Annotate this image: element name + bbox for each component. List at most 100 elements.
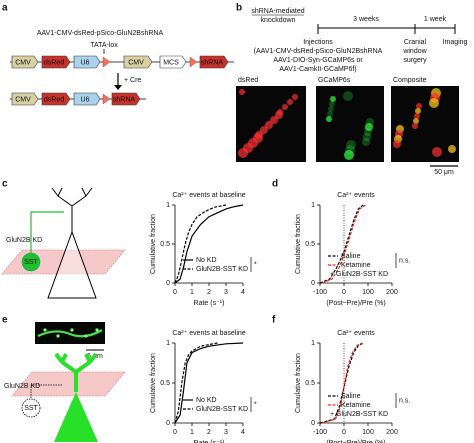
panel-label: d [272,179,278,190]
cre-arrowhead [114,85,122,90]
label: dsRed [44,96,64,103]
panel-label: e [2,315,8,326]
cdf-line [322,342,363,424]
soma [47,230,97,299]
label: 3 weeks [353,16,379,23]
axon [30,211,64,256]
label: GluN2B KD [6,237,42,244]
label: MCS [163,59,179,66]
legend-label: GluN2B-SST KD [196,266,248,273]
cell [327,111,333,117]
label: SST [24,259,38,266]
label: Injections [303,39,333,46]
cell [292,94,298,100]
chart-title: Ca²⁺ events at baseline [172,330,245,337]
construct-box [73,92,101,106]
x-tick-label: 0 [173,429,177,436]
y-axis-label: Cumulative fraction [150,353,157,413]
x-tick-label: 4 [241,429,245,436]
y-axis-label: Cumulative fraction [295,353,302,413]
label: U6 [81,96,90,103]
label: shRNA [201,59,224,66]
x-tick-label: 100 [362,429,374,436]
label: U6 [81,59,90,66]
label: + Cre [124,77,141,84]
x-axis-label: Rate (s⁻¹) [194,300,225,307]
y-tick-label: 0 [311,420,315,427]
y-tick-label: 0.5 [160,380,170,387]
cell [393,140,401,148]
label: dsRed [44,59,64,66]
cell [346,140,356,150]
x-tick-label: 0 [342,429,346,436]
cell [415,108,421,114]
spine [95,328,99,332]
sst-cell [21,252,41,272]
x-tick-label: 1 [190,429,194,436]
cell [287,99,293,105]
cell [416,103,422,109]
cell [326,116,332,122]
cell [413,118,419,124]
cell [255,131,263,139]
annotation: + GluN2B-SST KD [330,271,388,278]
chart-title: Ca²⁺ events at baseline [172,192,245,199]
legend-label: Ketamine [341,402,371,409]
cell [448,145,456,153]
label: 1 week [424,16,447,23]
label: shRNA-mediated [251,8,304,15]
label: CMV [128,59,144,66]
y-tick-label: 0.5 [160,241,170,248]
cell [432,147,442,157]
cdf-line [174,204,244,284]
x-tick-label: 0 [173,289,177,296]
cell [328,106,334,112]
x-tick-label: 4 [241,289,245,296]
y-axis-label: Cumulative fraction [295,214,302,274]
micrograph [391,86,459,162]
chart-title: Ca²⁺ events [337,330,375,337]
spine [84,334,88,338]
label: Composite [393,77,427,84]
construct-box [41,92,71,106]
lox-site [102,56,111,68]
construct-box [73,55,101,69]
y-tick-label: 1 [166,340,170,347]
label: Imaging [443,39,468,46]
construct-box [123,55,153,69]
x-axis-label: (Post−Pre)/Pre (%) [326,440,385,443]
label: surgery [403,57,427,64]
cell [239,89,245,95]
x-axis-label: Rate (s⁻¹) [194,440,225,443]
cell [330,96,336,102]
x-axis-label: (Post−Pre)/Pre (%) [326,300,385,307]
label: AAV1-CamkII-GCaMP6f) [279,66,356,73]
label: TATA-lox [90,42,118,49]
x-tick-label: 3 [224,429,228,436]
legend-label: Ketamine [341,262,371,269]
legend-label: GluN2B-SST KD [196,406,248,413]
dendrite-image [37,329,103,338]
x-tick-label: 100 [362,289,374,296]
micrograph [316,86,384,162]
cell [414,113,420,119]
label: (AAV1-CMV-dsRed-pSico-GluN2BshRNA [254,48,383,55]
label: knockdown [260,17,295,24]
legend-label: No KD [196,257,217,264]
significance: * [254,261,257,268]
cell [412,123,418,129]
label: dsRed [238,77,258,84]
label: CMV [15,96,31,103]
x-tick-label: 3 [224,289,228,296]
significance: * [254,401,257,408]
lox-site [102,93,111,105]
significance: n.s. [399,397,410,404]
y-tick-label: 0 [166,280,170,287]
label: SST [24,405,38,412]
cell [363,133,371,141]
cell [365,123,373,131]
legend-label: No KD [196,397,217,404]
spine [43,328,47,332]
x-tick-label: 1 [190,289,194,296]
label: AAV1-DIO-Syn-GCaMP6s or [273,57,363,64]
